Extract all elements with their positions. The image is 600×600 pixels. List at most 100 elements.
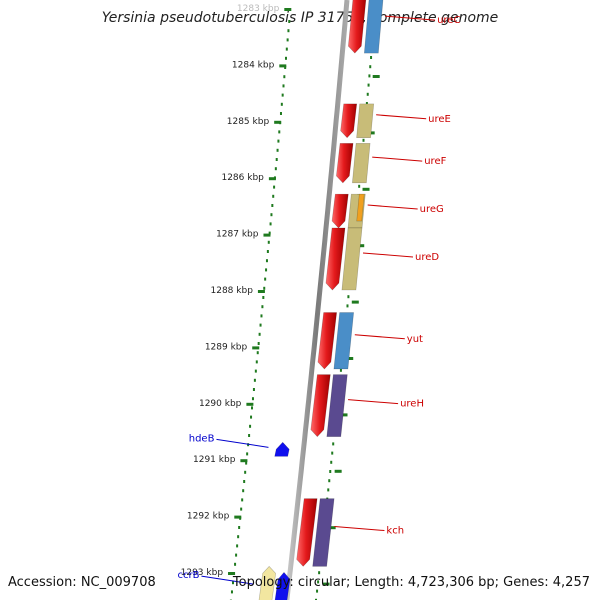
ruler-dot <box>267 240 270 244</box>
inner-ruler-dot <box>315 598 318 600</box>
tick-label: 1288 kbp <box>211 286 254 296</box>
ruler-dot <box>232 581 235 585</box>
ruler-dot <box>262 296 265 299</box>
genome-title: Yersinia pseudotuberculosis IP 31758, co… <box>101 10 499 26</box>
ruler-dot <box>273 185 276 189</box>
gene-label: ureC <box>437 15 460 26</box>
ruler-dot <box>276 148 279 152</box>
inner-ruler-dot <box>317 580 320 584</box>
inner-ruler-dot <box>366 92 369 96</box>
tick-label: 1286 kbp <box>221 173 264 183</box>
ruler-dot <box>245 461 248 465</box>
gene-feature-bar <box>363 0 384 54</box>
ruler-dot <box>288 20 291 23</box>
label-leader-line <box>362 252 414 258</box>
label-leader-line <box>201 575 254 585</box>
cds-arrow <box>296 498 318 567</box>
ruler-dot <box>280 102 283 106</box>
ruler-dot <box>256 351 259 355</box>
tick-label: 1287 kbp <box>216 230 259 240</box>
gene-label: ccrB <box>177 570 199 581</box>
ruler-major-tick <box>246 402 254 406</box>
inner-ruler-dot <box>327 488 330 492</box>
ruler-dot <box>254 369 257 373</box>
inner-ruler-dot <box>318 571 321 575</box>
ruler-major-tick <box>263 233 271 237</box>
cds-arrow <box>317 312 337 370</box>
tick-label: 1283 kbp <box>237 4 280 14</box>
inner-ruler-dot <box>358 184 361 188</box>
gene-accent-bar <box>356 193 365 222</box>
ruler-dot <box>235 553 238 557</box>
cds-arrow <box>348 0 367 54</box>
ruler-dot <box>255 360 258 364</box>
ruler-dot <box>286 38 289 42</box>
inner-ruler-tick <box>340 413 348 417</box>
label-leader-line <box>334 526 385 532</box>
gene-label: ureG <box>420 204 444 215</box>
gene-label: ureE <box>428 114 451 125</box>
ruler-dot <box>234 562 237 566</box>
ruler-dot <box>278 130 281 134</box>
genome-summary: Topology: circular; Length: 4,723,306 bp… <box>232 575 590 590</box>
gene-feature-bar <box>274 441 290 457</box>
gene-label: hdeB <box>189 433 215 444</box>
gene-label: yut <box>407 334 423 345</box>
ruler-major-tick <box>268 177 276 181</box>
inner-ruler-dot <box>368 74 371 78</box>
inner-ruler-tick <box>362 187 370 191</box>
ruler-major-tick <box>234 515 242 519</box>
inner-ruler-dot <box>331 451 334 455</box>
inner-ruler-tick <box>322 582 330 586</box>
tick-label: 1293 kbp <box>181 568 224 578</box>
tick-label: 1284 kbp <box>232 60 275 70</box>
ruler-dot <box>249 424 252 428</box>
gene-feature-bar <box>356 103 375 139</box>
ruler-dot <box>264 277 267 281</box>
inner-ruler-dot <box>346 304 349 308</box>
ruler-dot <box>265 259 268 263</box>
ruler-major-tick <box>252 346 260 350</box>
inner-ruler-dot <box>365 102 368 105</box>
ruler-dot <box>251 406 254 410</box>
ruler-dot <box>279 112 282 115</box>
ruler-dot <box>250 415 253 419</box>
tick-label: 1285 kbp <box>227 117 270 127</box>
inner-ruler-dot <box>330 460 333 464</box>
ruler-dot <box>275 158 278 161</box>
cds-arrow <box>331 193 349 229</box>
ruler-dot <box>237 535 240 539</box>
inner-ruler-tick <box>351 300 359 304</box>
ruler-dot <box>236 544 239 548</box>
ruler-dot <box>246 452 249 456</box>
inner-ruler-dot <box>316 589 319 593</box>
ruler-dot <box>244 470 247 474</box>
ruler-dot <box>284 56 287 60</box>
ruler-dot <box>269 222 272 226</box>
ruler-dot <box>277 139 280 143</box>
tick-label: 1289 kbp <box>205 342 248 352</box>
gene-feature-bar <box>326 374 348 437</box>
ruler-dot <box>242 489 245 493</box>
gene-feature-bar <box>352 143 371 184</box>
tick-label: 1291 kbp <box>193 455 236 465</box>
inner-ruler-tick <box>367 131 375 135</box>
inner-ruler-tick <box>346 357 354 360</box>
ruler-dot <box>263 286 266 290</box>
ruler-dot <box>268 231 271 235</box>
ruler-major-tick <box>274 120 282 124</box>
cds-arrow <box>340 103 358 139</box>
inner-ruler-dot <box>329 470 332 473</box>
ruler-dot <box>274 167 277 171</box>
ruler-dot <box>266 250 269 253</box>
inner-ruler-dot <box>339 368 342 372</box>
ruler-dot <box>265 268 268 272</box>
ruler-dot <box>238 526 241 529</box>
ruler-dot <box>258 332 261 336</box>
inner-ruler-tick <box>334 469 342 473</box>
cds-arrow <box>310 374 331 438</box>
ruler-dot <box>284 66 287 69</box>
ruler-dot <box>240 507 243 511</box>
label-leader-line <box>348 399 399 405</box>
